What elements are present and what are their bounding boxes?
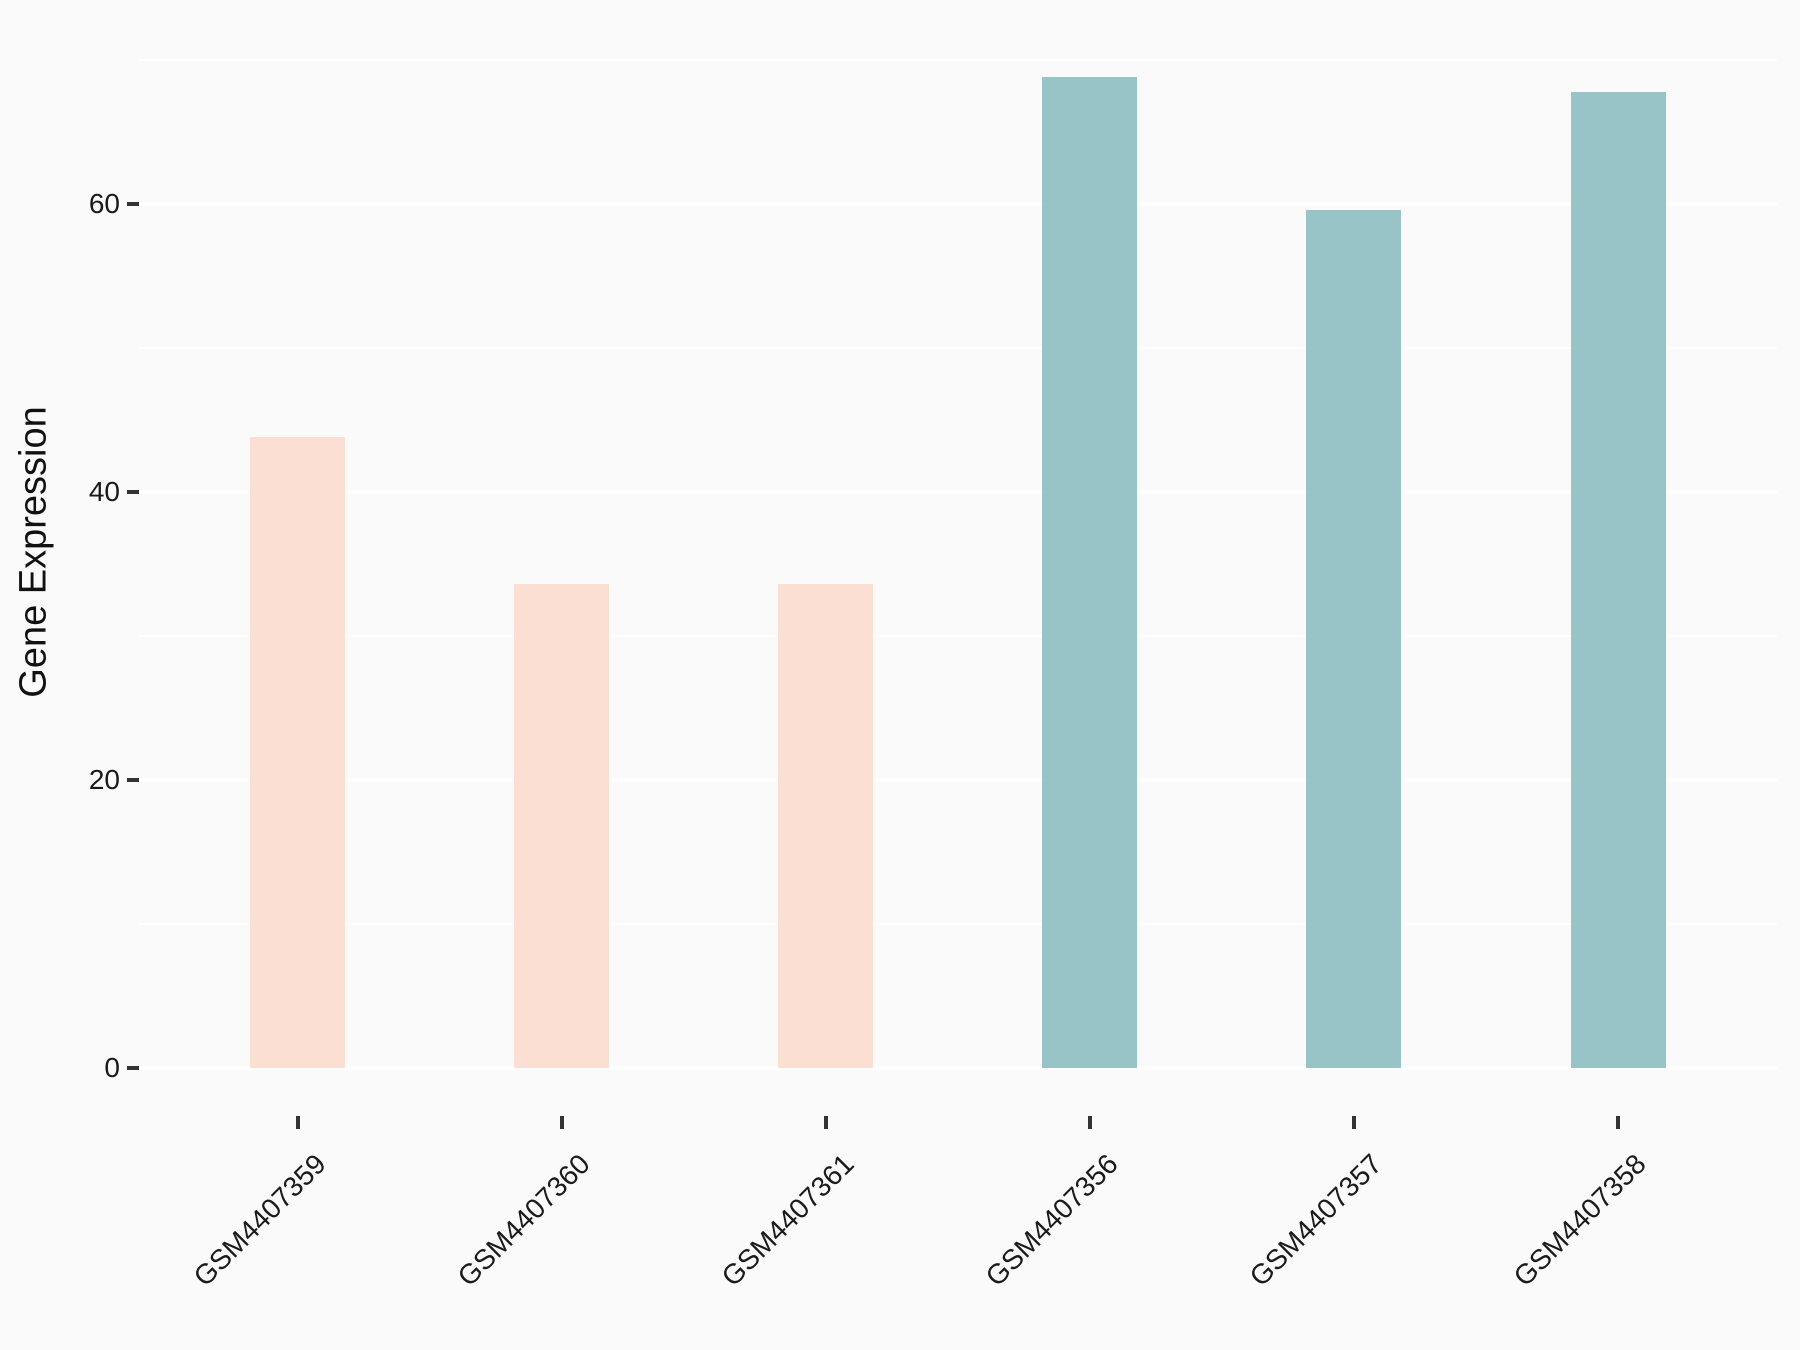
y-gridline-major <box>139 1066 1777 1070</box>
x-tick-label-GSM4407357: GSM4407357 <box>1243 1148 1388 1293</box>
y-tick <box>127 778 139 782</box>
x-tick-label-GSM4407356: GSM4407356 <box>979 1148 1124 1293</box>
x-tick-label-GSM4407358: GSM4407358 <box>1507 1148 1652 1293</box>
x-tick <box>295 1116 300 1129</box>
y-gridline-minor <box>139 634 1777 638</box>
y-gridline-minor <box>139 58 1777 62</box>
bar-GSM4407361 <box>778 584 874 1068</box>
y-tick-label: 0 <box>104 1052 120 1083</box>
y-tick-label: 40 <box>88 476 120 507</box>
x-tick <box>1616 1116 1620 1129</box>
bar-GSM4407359 <box>250 437 345 1068</box>
y-tick-label: 60 <box>88 188 120 219</box>
x-tick-label-GSM4407361: GSM4407361 <box>715 1148 860 1293</box>
y-gridline-major <box>139 778 1777 782</box>
bar-GSM4407360 <box>514 584 610 1068</box>
bar-GSM4407356 <box>1042 77 1138 1068</box>
y-tick <box>127 490 139 494</box>
y-tick <box>127 202 139 206</box>
y-gridline-major <box>139 490 1777 494</box>
y-gridline-minor <box>139 346 1777 350</box>
bar-GSM4407358 <box>1570 91 1666 1068</box>
bar-GSM4407357 <box>1306 209 1402 1068</box>
x-tick <box>1087 1116 1092 1129</box>
y-tick-label: 20 <box>88 764 120 795</box>
y-gridline-major <box>139 202 1777 206</box>
x-tick-label-GSM4407360: GSM4407360 <box>451 1148 596 1293</box>
x-tick-label-GSM4407359: GSM4407359 <box>187 1148 332 1293</box>
y-axis-title: Gene Expression <box>12 406 55 698</box>
x-tick <box>823 1116 828 1129</box>
x-tick <box>1351 1116 1356 1129</box>
y-gridline-minor <box>139 922 1777 926</box>
x-tick <box>559 1116 564 1129</box>
y-tick <box>127 1066 139 1070</box>
